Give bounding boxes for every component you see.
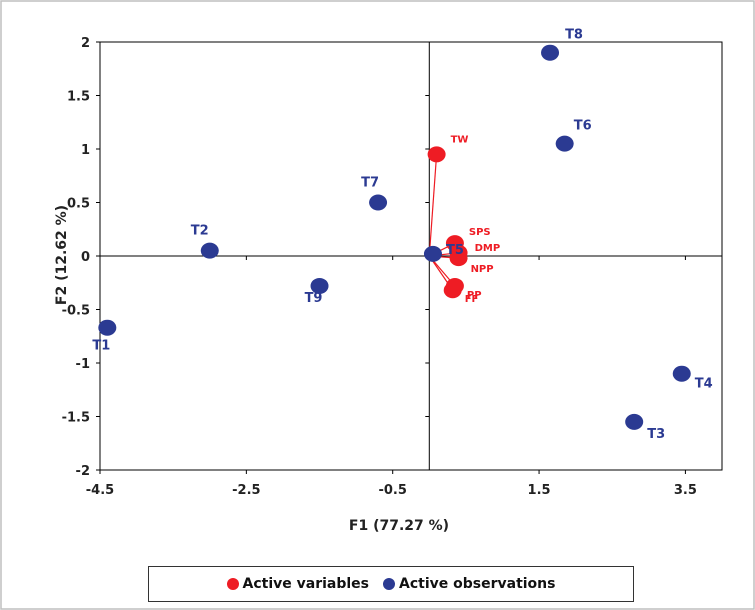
observation-point bbox=[625, 413, 644, 430]
observation-point bbox=[98, 319, 117, 336]
biplot-chart: 21.510.50-0.5-1-1.5-2-4.5 -2.5 -0.5 1.5 3.5 … bbox=[54, 28, 723, 534]
y-tick-label: 1.5 bbox=[67, 90, 90, 105]
y-tick-label: -2 bbox=[76, 464, 90, 479]
observation-point bbox=[555, 135, 574, 152]
observation-label: T6 bbox=[574, 119, 592, 134]
variable-label: PP bbox=[467, 290, 482, 301]
observation-label: T9 bbox=[305, 291, 323, 306]
variable-label: SPS bbox=[469, 227, 491, 238]
observation-label: T8 bbox=[565, 28, 583, 43]
observation-label: T5 bbox=[446, 243, 464, 258]
variable-label: FF bbox=[465, 294, 479, 305]
x-tick-label: -0.5 bbox=[378, 483, 406, 498]
chart-legend: Active variables Active observations bbox=[148, 566, 634, 602]
observation-point bbox=[541, 44, 560, 61]
y-tick-label: 1 bbox=[81, 143, 90, 158]
variable-point bbox=[443, 282, 462, 299]
y-tick-label: -0.5 bbox=[62, 304, 90, 319]
legend-marker-observations bbox=[383, 578, 395, 590]
y-tick-label: 0 bbox=[81, 250, 90, 265]
observation-point bbox=[672, 365, 691, 382]
variable-label: TW bbox=[451, 134, 469, 145]
observation-label: T3 bbox=[647, 427, 665, 442]
y-tick-label: -1.5 bbox=[62, 411, 90, 426]
observation-label: T2 bbox=[191, 224, 209, 239]
observation-point bbox=[310, 277, 329, 294]
y-tick-label: -1 bbox=[76, 357, 90, 372]
legend-label-observations: Active observations bbox=[399, 576, 556, 592]
x-tick-label: -4.5 bbox=[86, 483, 114, 498]
variable-label: NPP bbox=[471, 264, 494, 275]
legend-marker-variables bbox=[226, 578, 239, 590]
observation-label: T7 bbox=[361, 176, 379, 191]
variable-point bbox=[449, 250, 468, 267]
variable-label: DMP bbox=[475, 243, 501, 254]
observation-point bbox=[200, 242, 219, 259]
legend-item-variables: Active variables bbox=[226, 576, 370, 592]
y-axis-title: F2 (12.62 %) bbox=[54, 205, 70, 305]
legend-item-observations: Active observations bbox=[383, 576, 555, 592]
x-tick-label: 3.5 bbox=[674, 483, 697, 498]
variable-vector bbox=[428, 154, 438, 257]
observation-point bbox=[423, 245, 442, 262]
observation-label: T1 bbox=[92, 339, 110, 354]
observation-point bbox=[369, 194, 388, 211]
y-tick-label: 0.5 bbox=[67, 197, 90, 212]
y-tick-label: 2 bbox=[81, 36, 90, 51]
x-tick-label: 1.5 bbox=[528, 483, 551, 498]
x-axis-title: F1 (77.27 %) bbox=[349, 518, 449, 534]
legend-label-variables: Active variables bbox=[242, 576, 370, 592]
variable-point bbox=[427, 146, 446, 163]
observation-label: T4 bbox=[695, 377, 713, 392]
x-tick-label: -2.5 bbox=[232, 483, 260, 498]
